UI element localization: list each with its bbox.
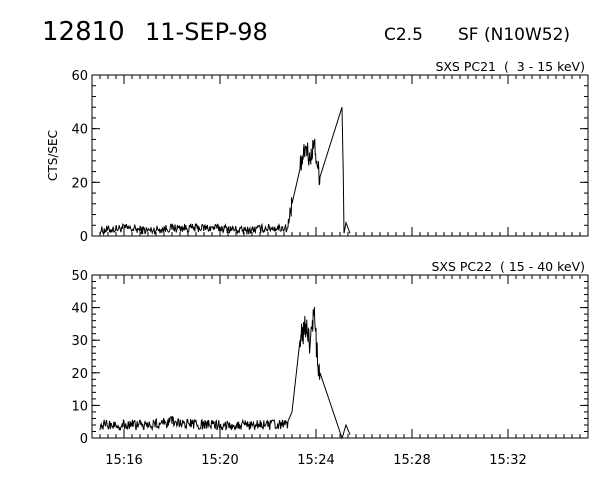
y-tick-label: 20 xyxy=(71,176,88,191)
x-tick-label: 15:28 xyxy=(393,453,430,468)
x-tick-label: 15:32 xyxy=(489,453,526,468)
x-tick-label: 15:20 xyxy=(201,453,238,468)
panel-pc22: SXS PC22 ( 15 - 40 keV) 0 10 20 30 40 50 15:16 1… xyxy=(71,259,589,468)
plot-frame xyxy=(91,274,589,439)
x-tick-label: 15:16 xyxy=(105,453,142,468)
panel-title: SXS PC22 ( 15 - 40 keV) xyxy=(431,259,585,274)
y-tick-label: 60 xyxy=(71,69,88,84)
series-line xyxy=(99,306,351,440)
series-line xyxy=(99,107,351,236)
y-tick-label: 50 xyxy=(71,269,88,284)
y-tick-label: 20 xyxy=(71,367,88,382)
y-tick-label: 10 xyxy=(71,399,88,414)
y-tick-label: 40 xyxy=(71,302,88,317)
plot-frame xyxy=(91,74,589,237)
event-date: 11-SEP-98 xyxy=(145,18,268,46)
y-tick-label: 0 xyxy=(80,230,88,245)
x-tick-label: 15:24 xyxy=(297,453,334,468)
panel-title: SXS PC21 ( 3 - 15 keV) xyxy=(435,59,585,74)
goes-class: C2.5 xyxy=(384,25,423,45)
event-id: 12810 xyxy=(42,17,125,47)
y-tick-label: 30 xyxy=(71,334,88,349)
flare-info: SF (N10W52) xyxy=(458,25,570,45)
y-axis-label: CTS/SEC xyxy=(46,130,60,181)
y-tick-label: 0 xyxy=(80,432,88,447)
y-tick-label: 40 xyxy=(71,123,88,138)
panel-pc21: SXS PC21 ( 3 - 15 keV) CTS/SEC 0 20 40 60 xyxy=(46,59,589,245)
